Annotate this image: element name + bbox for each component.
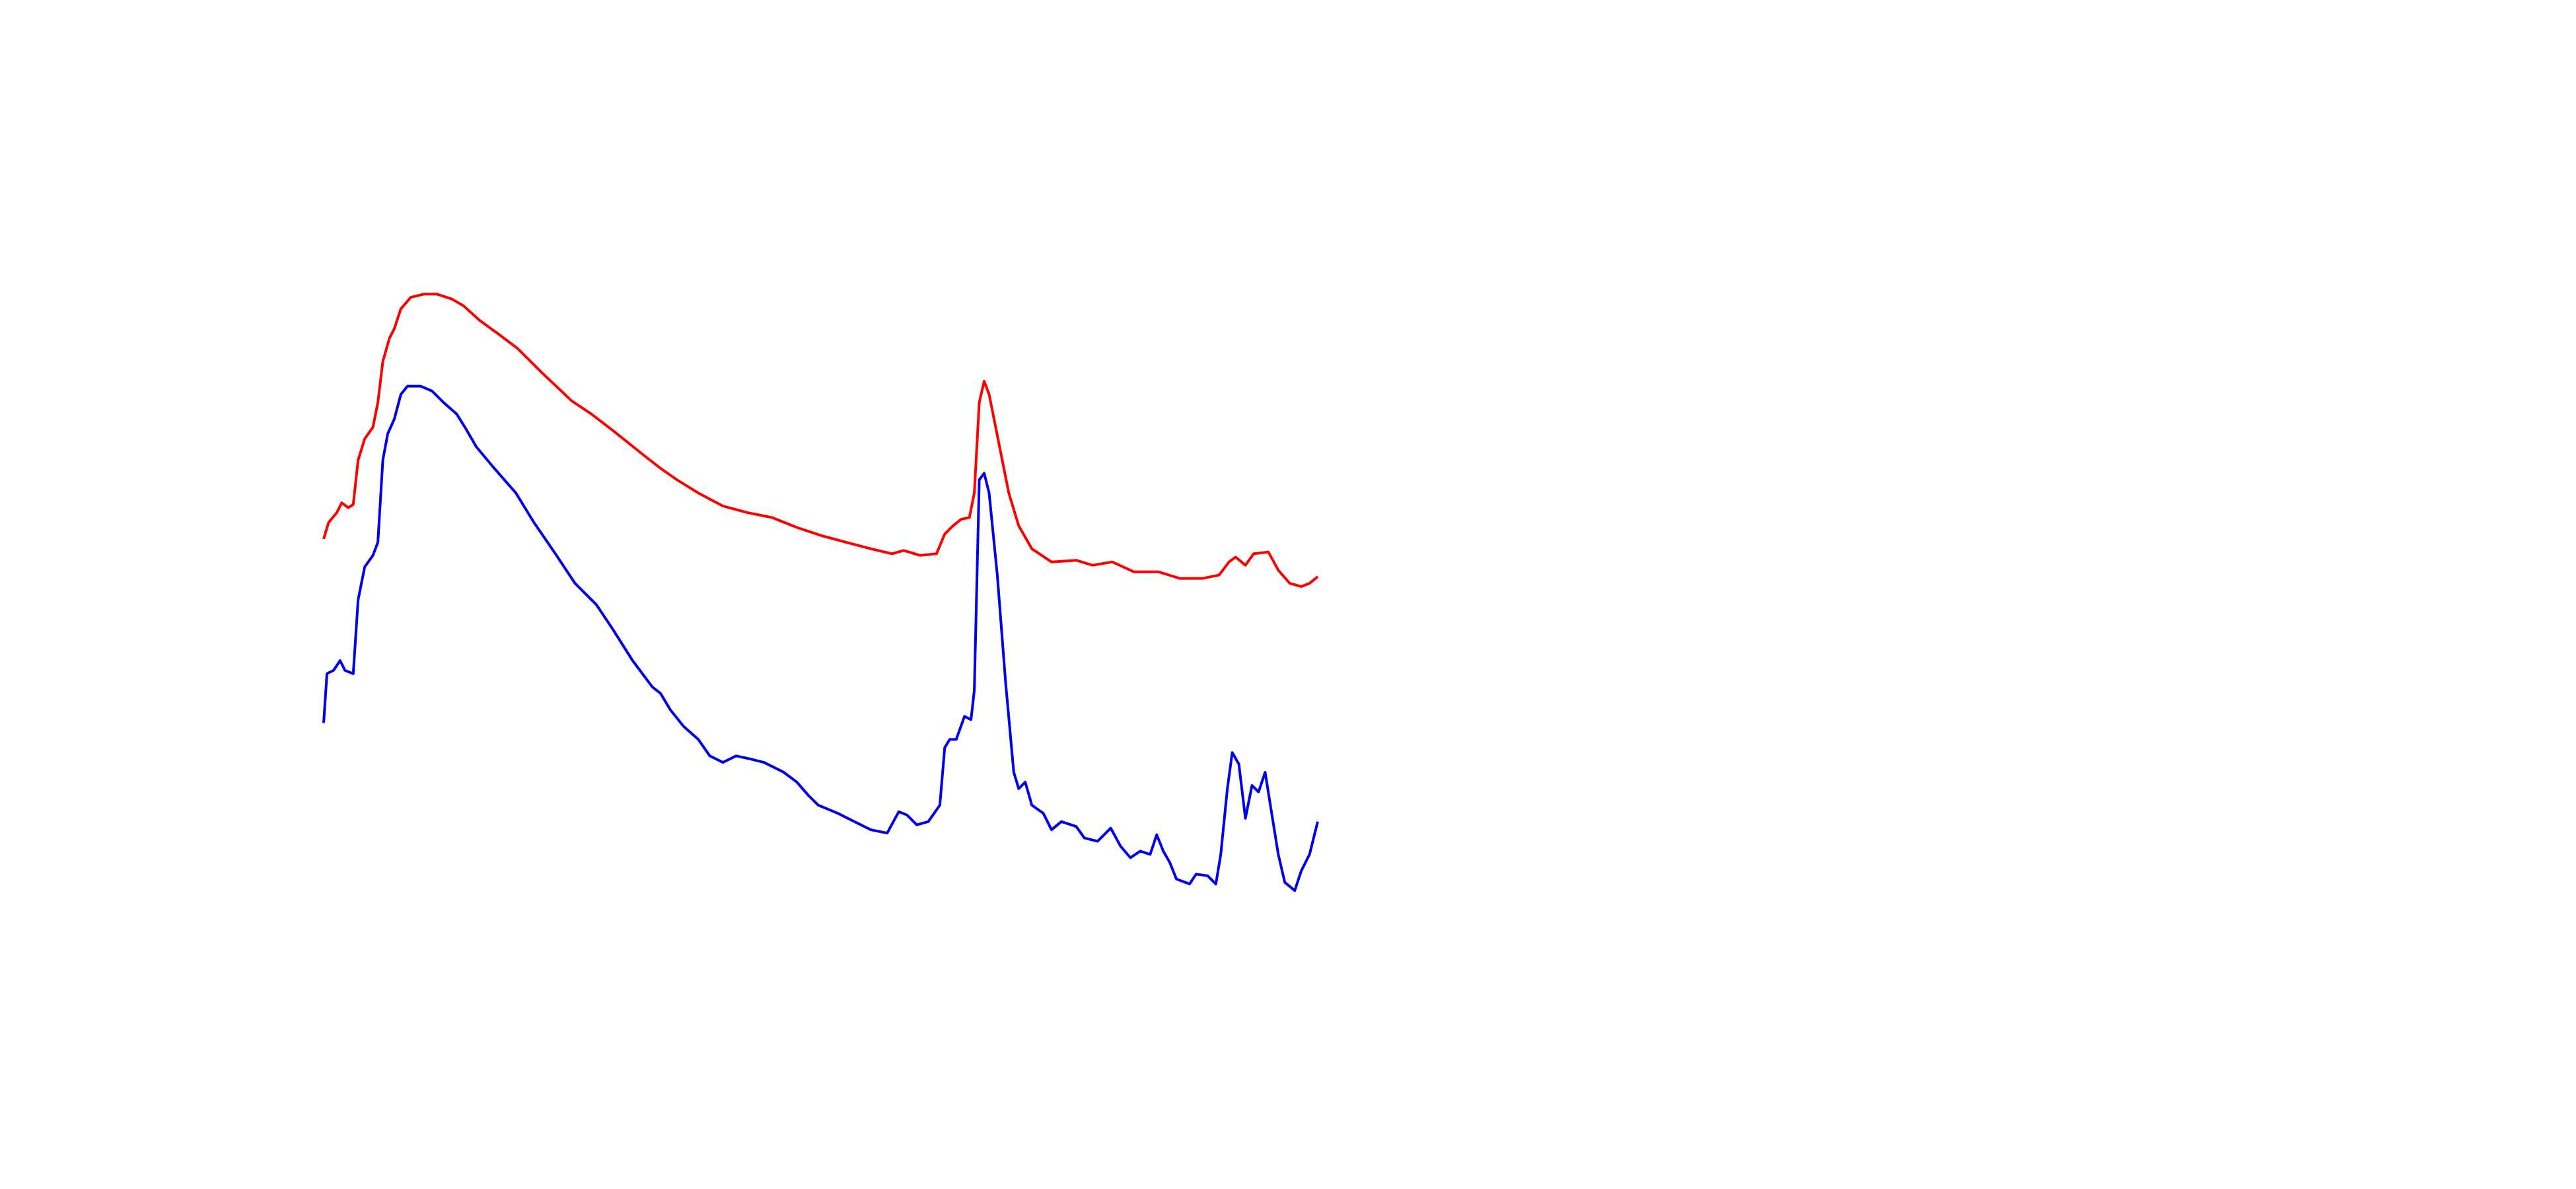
line-series: [322, 384, 1319, 892]
line-series: [322, 293, 1319, 588]
